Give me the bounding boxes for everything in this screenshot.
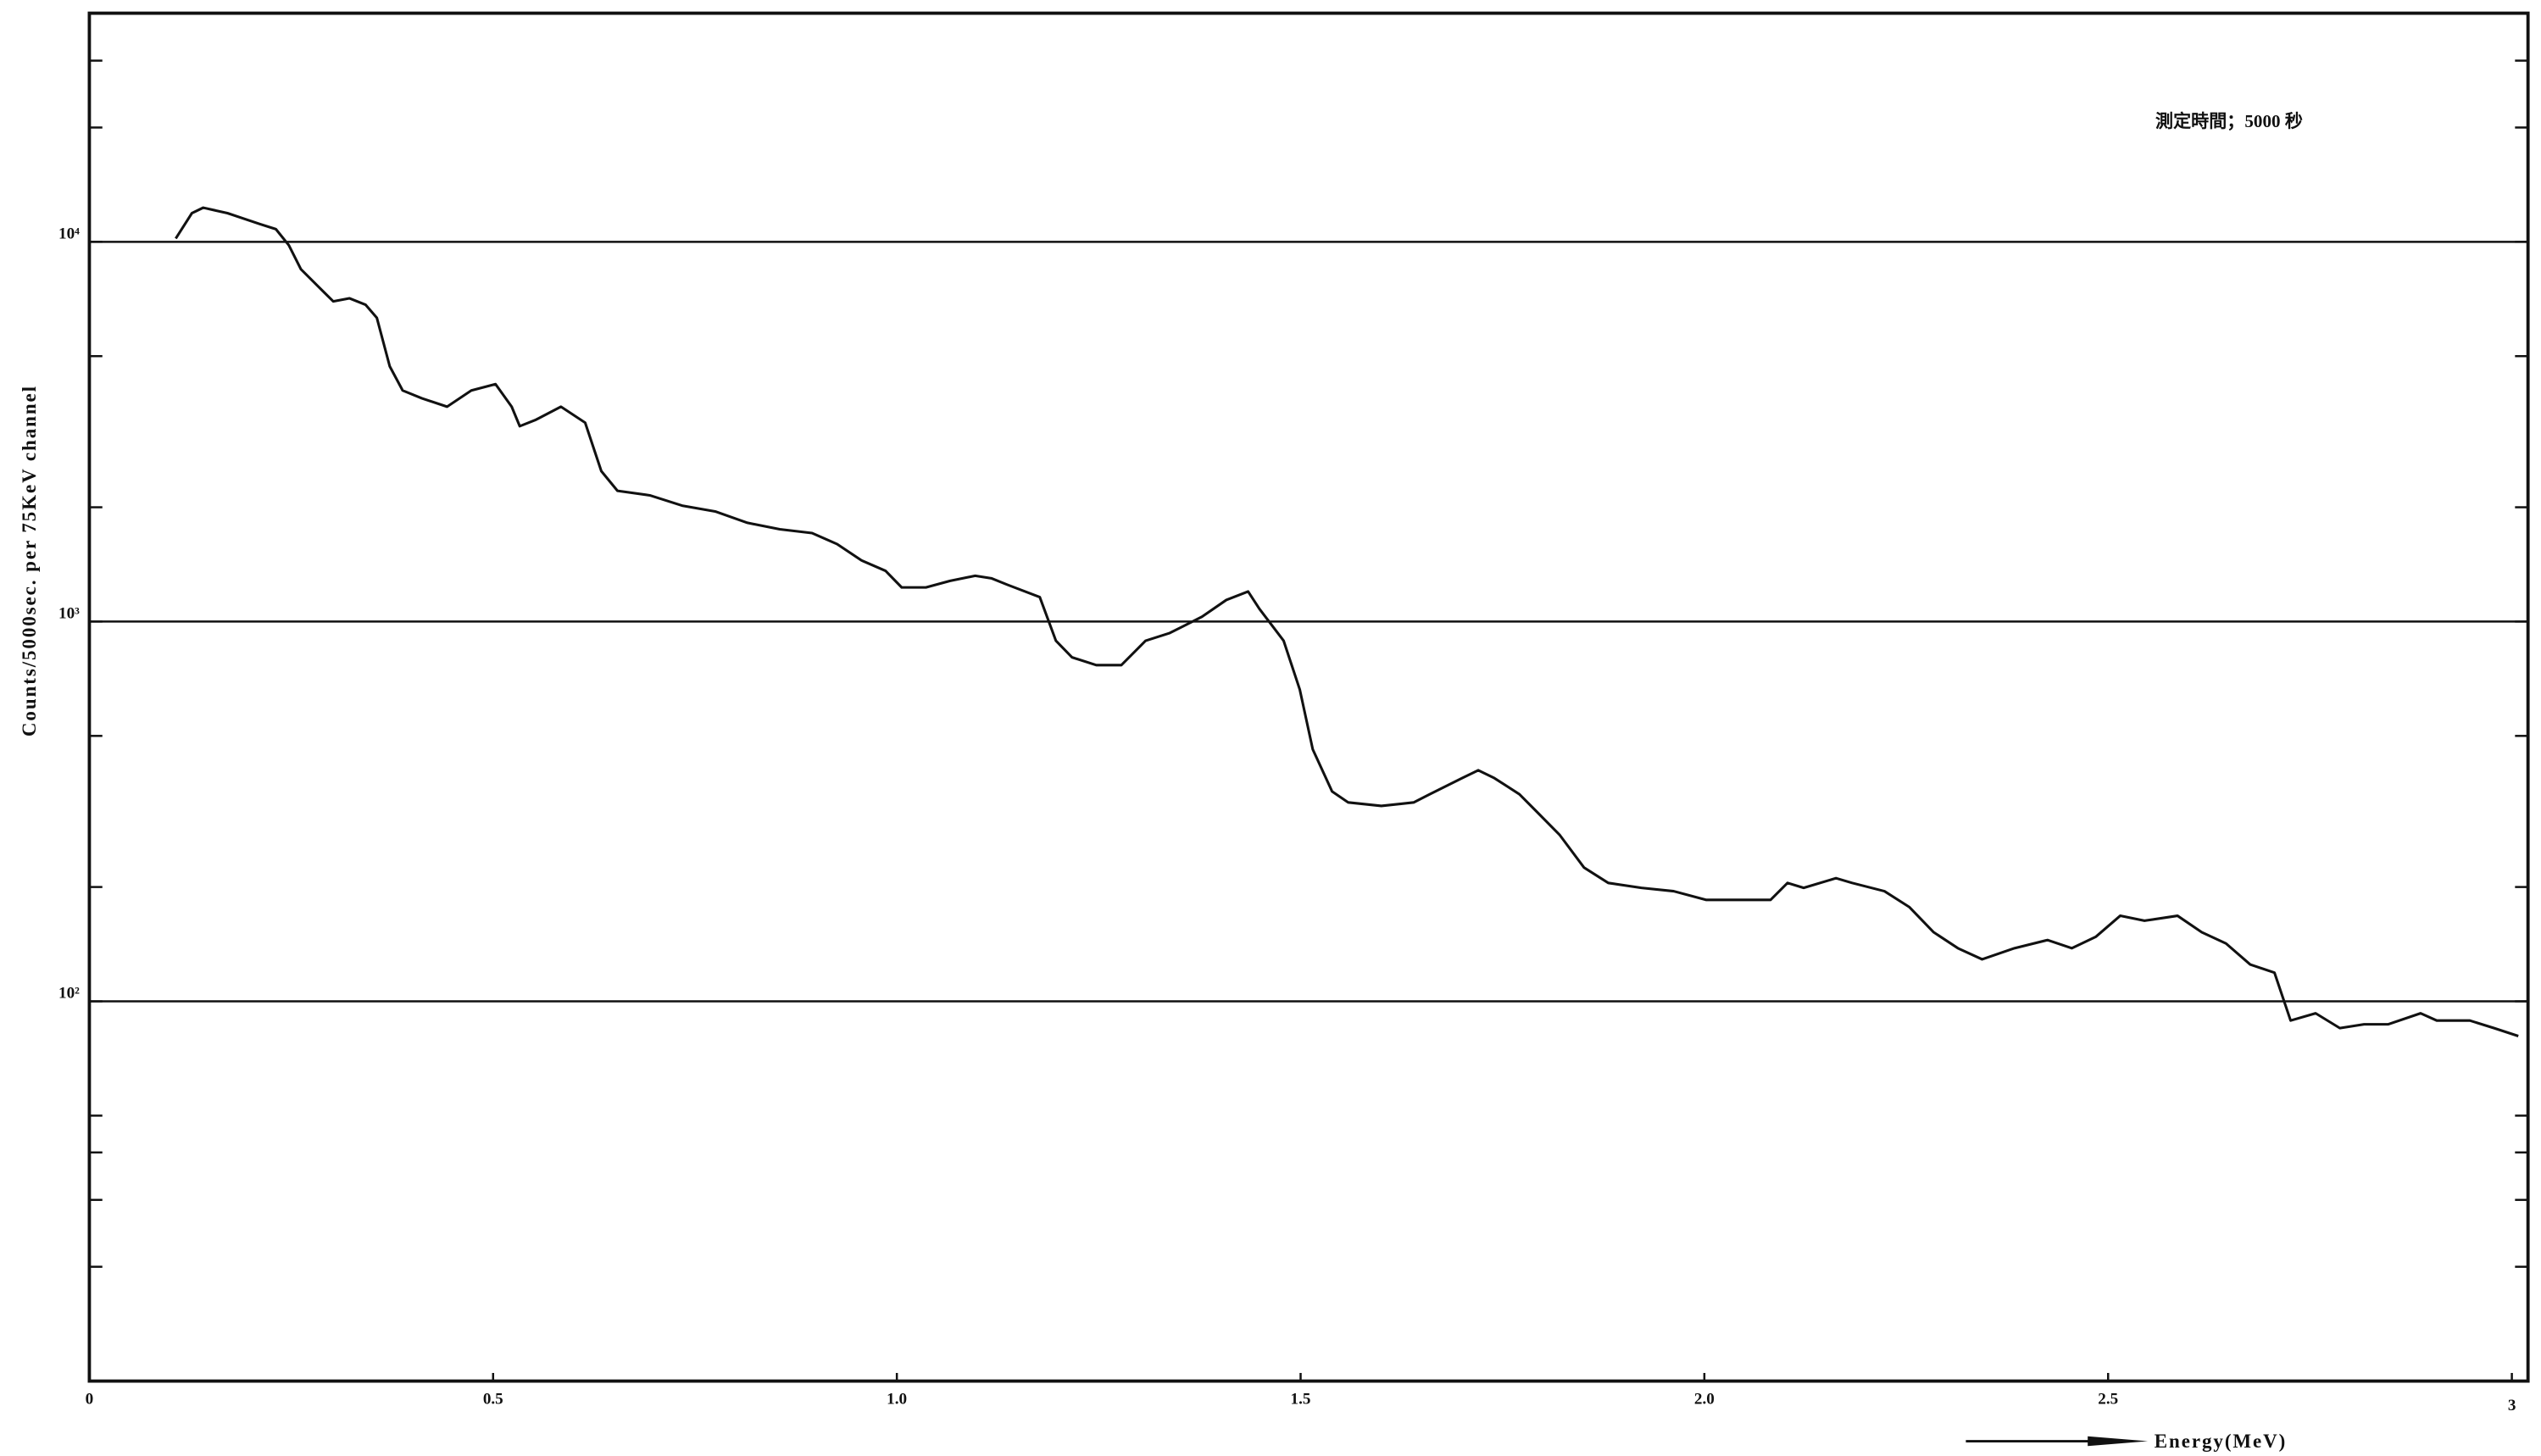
x-tick-label: 3 [2508,1397,2516,1414]
x-tick-label: 1.5 [1291,1390,1311,1408]
x-tick-label: 2.0 [1694,1390,1715,1408]
y-axis-label: Counts/5000sec. per 75KeV channel [19,385,40,736]
x-tick-label: 0 [86,1390,94,1408]
x-tick-label: 2.5 [2098,1390,2118,1408]
y-tick-label: 10⁴ [58,225,80,243]
spectrum-line [175,206,2519,1037]
x-axis-label: Energy(MeV) [2155,1431,2287,1452]
x-tick-label: 0.5 [483,1390,503,1408]
axis-arrow-head [2088,1436,2149,1447]
y-tick-label: 10³ [58,605,80,623]
x-tick-label: 1.0 [887,1390,907,1408]
y-tick-label: 10² [58,985,80,1003]
plot-frame [87,11,2530,1383]
annotation: 測定時間；5000 秒 [2155,110,2303,131]
